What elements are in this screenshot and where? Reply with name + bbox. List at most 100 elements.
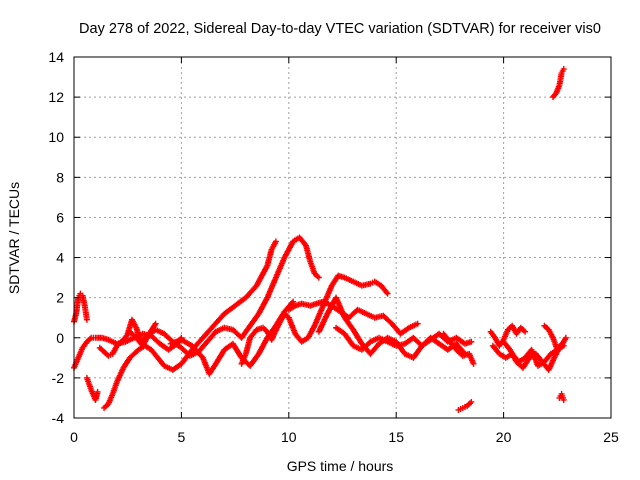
series-s4 [101,238,279,411]
x-tick-label: 10 [281,429,297,445]
data-point-trail [420,337,433,348]
axis-ticks: 0 5 10 15 20 25 -4 -2 0 2 4 6 8 10 12 14 [48,49,619,445]
data-point-trail [527,351,538,360]
y-tick-label: -4 [52,410,65,426]
data-point-trail [211,311,227,328]
y-tick-label: -2 [52,370,65,386]
data-point-trail [162,363,175,373]
data-point-trail [303,244,313,263]
data-point-trail [155,356,167,368]
series-s8 [238,272,391,367]
data-point-trail [107,337,119,346]
data-point-trail [261,326,269,334]
data-point-trail [256,296,270,316]
data-point-trail [497,338,506,348]
data-point-trail [551,91,559,99]
data-point-trail [559,336,569,348]
data-point-trail [546,328,556,340]
data-point-trail [490,344,502,356]
data-point-trail [205,330,218,344]
data-point-trail [555,344,564,352]
data-point-trail [313,271,321,280]
data-point-trail [248,328,259,340]
data-point-trail [342,332,356,348]
data-point [290,298,297,305]
series-s13 [455,398,475,413]
data-point-trail [264,276,279,300]
data-point-trail [329,274,341,288]
data-point-trail [282,312,291,320]
data-point [560,396,567,403]
data-point-trail [85,336,93,344]
data-point-trail [360,339,373,352]
data-point-trail [214,325,226,334]
data-point-trail [465,400,473,408]
data-point-trail [128,347,141,360]
chart-title: Day 278 of 2022, Sidereal Day-to-day VTE… [79,21,601,37]
series-s16 [500,338,565,373]
data-point-trail [368,342,381,356]
data-point [315,274,322,281]
data-point-trail [196,340,210,354]
data-point-trail [514,326,523,336]
data-point-trail [507,348,519,364]
data-point-trail [230,342,244,360]
data-point-trail [287,303,297,312]
data-point-trail [254,264,270,288]
data-point-trail [115,337,126,348]
data-point-trail [356,307,368,316]
data-point-trail [179,337,194,348]
data-point-trail [312,304,326,328]
series-s18 [550,66,567,101]
data-point-trail [269,324,281,342]
y-tick-label: 2 [56,290,64,306]
data-point-trail [351,328,364,346]
series-s12 [440,330,477,367]
data-point-trail [71,356,81,370]
grid [74,57,611,418]
data-point-trail [282,239,296,260]
data-point-trail [243,283,259,300]
y-tick-label: 4 [56,250,64,266]
data-point [470,360,477,367]
data-point-trail [291,235,301,244]
data-point-trail [315,299,325,307]
data-point-trail [255,325,265,333]
data-point-trail [305,324,317,340]
y-tick-label: 0 [56,330,64,346]
x-tick-label: 15 [388,429,404,445]
data-point-trail [334,325,347,336]
data-point [414,320,421,327]
data-point-trail [256,336,270,356]
data-point-trail [233,295,248,308]
data-point-trail [128,329,139,340]
data-point-trail [138,333,149,344]
data-point-trail [154,327,166,336]
data-point-trail [364,311,377,320]
data-point-trail [386,335,398,344]
data-point-trail [114,366,126,384]
data-point-trail [264,248,275,267]
data-point-trail [351,279,364,288]
data-point-trail [463,339,473,347]
data-point-trail [559,392,567,401]
data-point-trail [379,283,390,296]
x-tick-label: 5 [178,429,186,445]
y-axis-label: SDTVAR / TECUs [6,182,22,294]
data-point [522,328,529,335]
data-point-trail [381,313,394,326]
data-point-trail [102,402,110,410]
data-point-trail [190,344,205,360]
series-s7 [167,298,297,377]
y-tick-label: 12 [48,89,64,105]
data-point-trail [102,350,110,358]
data-point-trail [94,334,104,341]
data-point-trail [454,348,465,358]
data-point-trail [110,344,120,356]
data-point-trail [269,240,279,251]
data-point-trail [546,354,558,372]
series-s17 [541,322,569,353]
data-point [152,320,159,327]
data-point-trail [461,351,471,359]
